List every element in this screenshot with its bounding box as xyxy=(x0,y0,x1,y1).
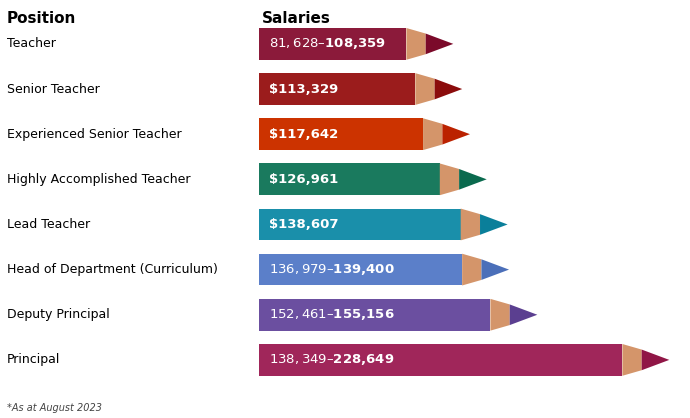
Polygon shape xyxy=(426,33,453,54)
Text: Experienced Senior Teacher: Experienced Senior Teacher xyxy=(7,127,181,141)
Text: Salaries: Salaries xyxy=(262,11,331,26)
Text: $126,961: $126,961 xyxy=(269,173,338,186)
Text: *As at August 2023: *As at August 2023 xyxy=(7,403,102,413)
Text: Teacher: Teacher xyxy=(7,37,56,51)
Polygon shape xyxy=(259,118,423,150)
Text: Lead Teacher: Lead Teacher xyxy=(7,218,90,231)
Polygon shape xyxy=(461,209,480,240)
Polygon shape xyxy=(435,79,462,99)
Polygon shape xyxy=(491,299,510,331)
Text: Head of Department (Curriculum): Head of Department (Curriculum) xyxy=(7,263,218,276)
Polygon shape xyxy=(406,28,426,60)
Polygon shape xyxy=(259,163,440,195)
Text: Deputy Principal: Deputy Principal xyxy=(7,308,110,321)
Text: $138,607: $138,607 xyxy=(269,218,339,231)
Polygon shape xyxy=(480,214,508,235)
Text: Principal: Principal xyxy=(7,353,60,367)
Text: $81,628 – $108,359: $81,628 – $108,359 xyxy=(269,36,386,51)
Polygon shape xyxy=(622,344,642,376)
Polygon shape xyxy=(510,304,538,325)
Polygon shape xyxy=(259,344,622,376)
Text: $113,329: $113,329 xyxy=(269,82,338,96)
Polygon shape xyxy=(259,28,406,60)
Text: $117,642: $117,642 xyxy=(269,127,338,141)
Text: $152,461 – $155,156: $152,461 – $155,156 xyxy=(269,307,395,322)
Text: Position: Position xyxy=(7,11,77,26)
Polygon shape xyxy=(482,259,509,280)
Polygon shape xyxy=(462,254,482,285)
Polygon shape xyxy=(642,349,669,370)
Polygon shape xyxy=(259,254,462,285)
Polygon shape xyxy=(259,209,461,240)
Text: $138,349 – $228,649: $138,349 – $228,649 xyxy=(269,352,395,367)
Text: $136,979 – $139,400: $136,979 – $139,400 xyxy=(269,262,395,277)
Polygon shape xyxy=(259,73,415,105)
Polygon shape xyxy=(440,163,459,195)
Polygon shape xyxy=(442,124,470,145)
Polygon shape xyxy=(459,169,486,190)
Text: Highly Accomplished Teacher: Highly Accomplished Teacher xyxy=(7,173,190,186)
Polygon shape xyxy=(423,118,442,150)
Polygon shape xyxy=(259,299,491,331)
Text: Senior Teacher: Senior Teacher xyxy=(7,82,99,96)
Polygon shape xyxy=(415,73,435,105)
